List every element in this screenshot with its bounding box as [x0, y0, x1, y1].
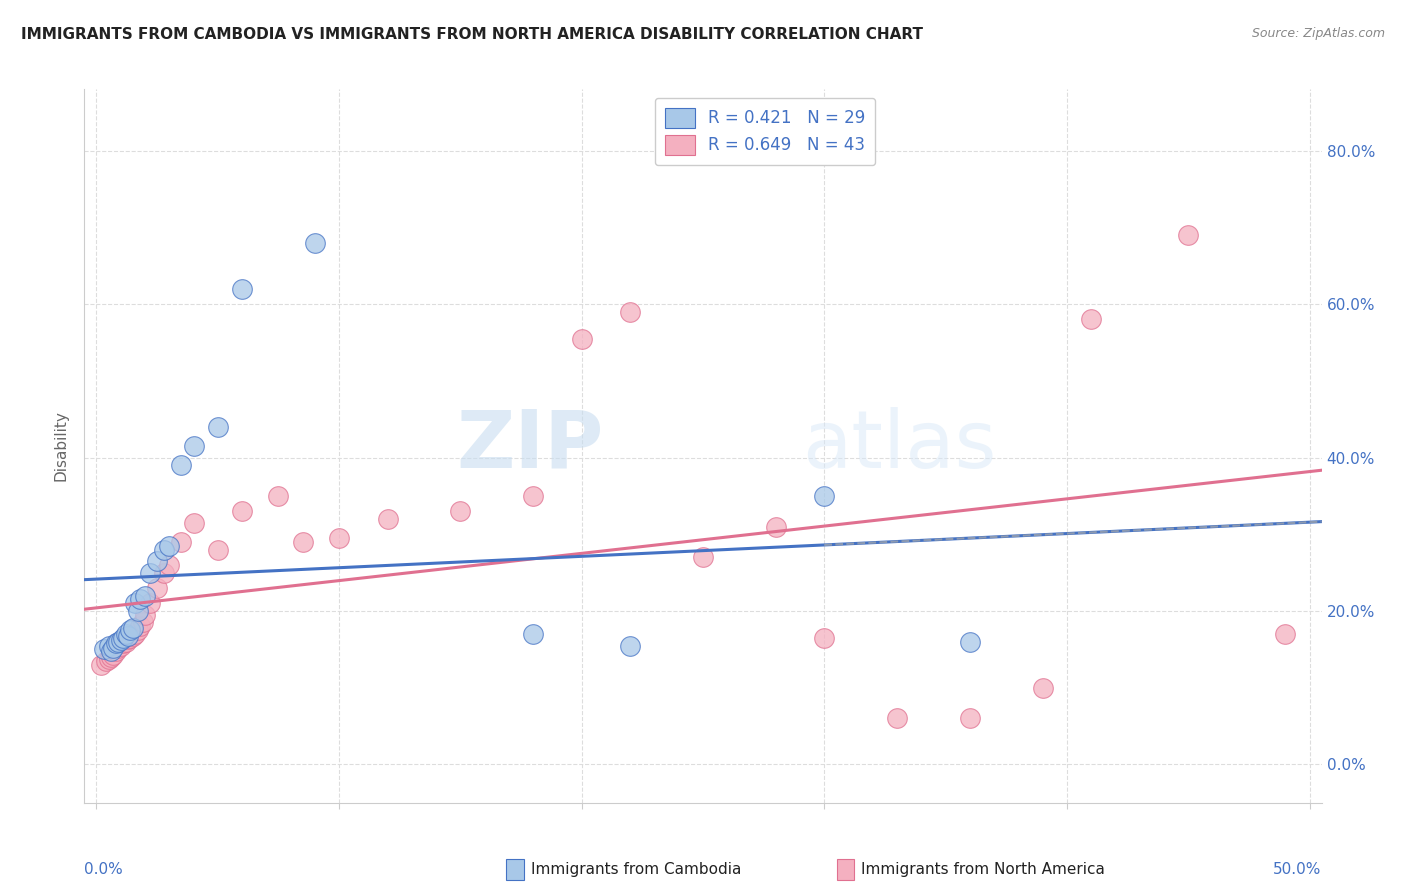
Legend: R = 0.421   N = 29, R = 0.649   N = 43: R = 0.421 N = 29, R = 0.649 N = 43 — [655, 97, 875, 165]
Point — [153, 542, 176, 557]
Point — [127, 623, 149, 637]
Point — [103, 640, 125, 655]
Point — [183, 439, 205, 453]
Point — [97, 639, 120, 653]
Text: 0.0%: 0.0% — [84, 863, 124, 877]
Point — [959, 711, 981, 725]
Point — [765, 519, 787, 533]
Text: Immigrants from Cambodia: Immigrants from Cambodia — [531, 863, 741, 877]
Point — [146, 581, 169, 595]
Point — [231, 504, 253, 518]
Text: Source: ZipAtlas.com: Source: ZipAtlas.com — [1251, 27, 1385, 40]
Point — [117, 628, 139, 642]
Point — [93, 642, 115, 657]
Point — [522, 627, 544, 641]
Point — [127, 604, 149, 618]
Point — [267, 489, 290, 503]
Point — [110, 633, 132, 648]
Point — [129, 619, 152, 633]
Point — [124, 627, 146, 641]
Point — [117, 632, 139, 647]
Point — [103, 648, 125, 662]
Point — [692, 550, 714, 565]
Point — [100, 644, 122, 658]
Point — [139, 596, 162, 610]
Point — [377, 512, 399, 526]
Point — [96, 654, 118, 668]
Point — [104, 644, 127, 658]
Point — [110, 639, 132, 653]
Point — [134, 589, 156, 603]
Point — [1274, 627, 1296, 641]
Point — [114, 634, 136, 648]
Point — [100, 650, 122, 665]
Point — [449, 504, 471, 518]
Point — [959, 634, 981, 648]
Point — [813, 489, 835, 503]
Point — [291, 535, 314, 549]
Text: ZIP: ZIP — [457, 407, 605, 485]
Point — [170, 458, 193, 473]
Point — [107, 640, 129, 655]
Point — [157, 558, 180, 572]
Point — [522, 489, 544, 503]
Point — [328, 531, 350, 545]
Point — [1032, 681, 1054, 695]
Point — [304, 235, 326, 250]
Point — [571, 332, 593, 346]
Point — [207, 419, 229, 434]
Point — [231, 282, 253, 296]
Point — [207, 542, 229, 557]
Point — [813, 631, 835, 645]
Point — [107, 634, 129, 648]
Text: atlas: atlas — [801, 407, 997, 485]
Point — [619, 639, 641, 653]
Text: 50.0%: 50.0% — [1274, 863, 1322, 877]
Point — [153, 566, 176, 580]
Point — [886, 711, 908, 725]
Point — [134, 607, 156, 622]
Point — [104, 636, 127, 650]
Y-axis label: Disability: Disability — [53, 410, 69, 482]
Point — [619, 304, 641, 318]
Point — [120, 623, 142, 637]
Point — [1177, 227, 1199, 242]
Point — [129, 592, 152, 607]
Text: IMMIGRANTS FROM CAMBODIA VS IMMIGRANTS FROM NORTH AMERICA DISABILITY CORRELATION: IMMIGRANTS FROM CAMBODIA VS IMMIGRANTS F… — [21, 27, 924, 42]
Point — [120, 631, 142, 645]
Point — [97, 651, 120, 665]
Point — [114, 627, 136, 641]
Point — [124, 596, 146, 610]
Point — [90, 657, 112, 672]
Point — [122, 628, 145, 642]
Point — [131, 615, 153, 630]
Point — [1080, 312, 1102, 326]
Point — [112, 631, 135, 645]
Text: Immigrants from North America: Immigrants from North America — [862, 863, 1105, 877]
Point — [139, 566, 162, 580]
Point — [146, 554, 169, 568]
Point — [157, 539, 180, 553]
Point — [122, 621, 145, 635]
Point — [183, 516, 205, 530]
Point — [170, 535, 193, 549]
Point — [112, 636, 135, 650]
